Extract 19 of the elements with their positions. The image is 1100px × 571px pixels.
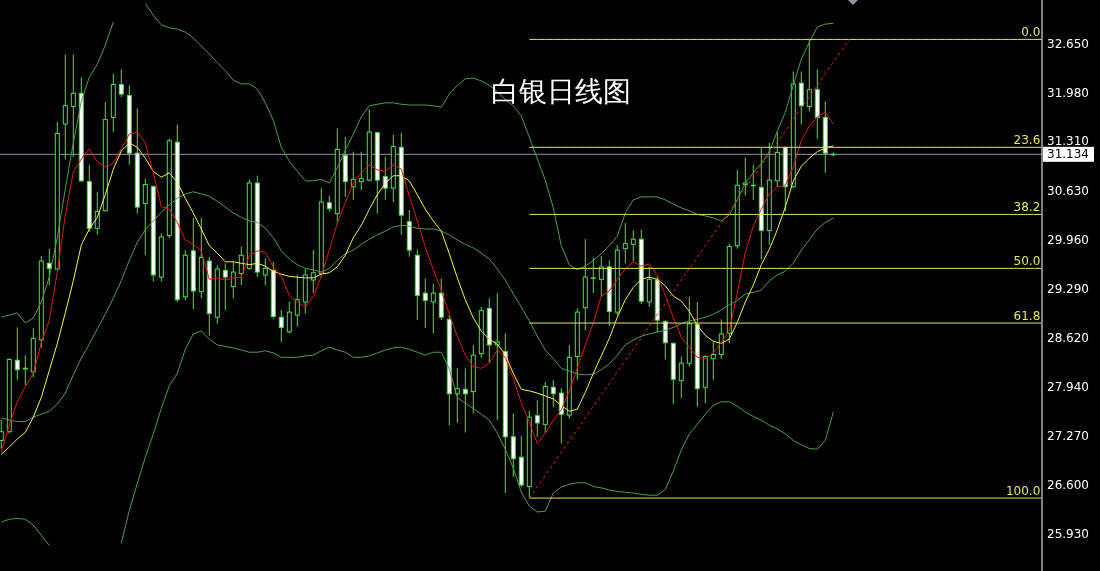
y-tick-label: 29.960 — [1047, 232, 1089, 247]
ref-line-label: 31.134 — [1047, 147, 1089, 162]
series-label: 61.8 — [1013, 309, 1041, 324]
y-tick-label: 31.980 — [1047, 85, 1089, 100]
series-label: 0.0 — [1021, 25, 1041, 40]
series-label: 38.2 — [1013, 200, 1041, 215]
y-tick-label: 25.930 — [1047, 526, 1089, 541]
y-tick-label: 30.630 — [1047, 184, 1089, 199]
y-tick-label: 31.310 — [1047, 134, 1089, 149]
y-tick-label: 29.290 — [1047, 281, 1089, 296]
series-label: 23.6 — [1013, 133, 1041, 148]
y-tick-label: 32.650 — [1047, 36, 1089, 51]
y-tick-label: 26.600 — [1047, 477, 1089, 492]
series-label: 50.0 — [1013, 254, 1041, 269]
series-label: 100.0 — [1005, 484, 1041, 499]
y-tick-label: 27.270 — [1047, 429, 1089, 444]
text: 白银日线图 — [491, 75, 631, 108]
y-tick-label: 27.940 — [1047, 380, 1089, 395]
y-tick-label: 28.620 — [1047, 330, 1089, 345]
